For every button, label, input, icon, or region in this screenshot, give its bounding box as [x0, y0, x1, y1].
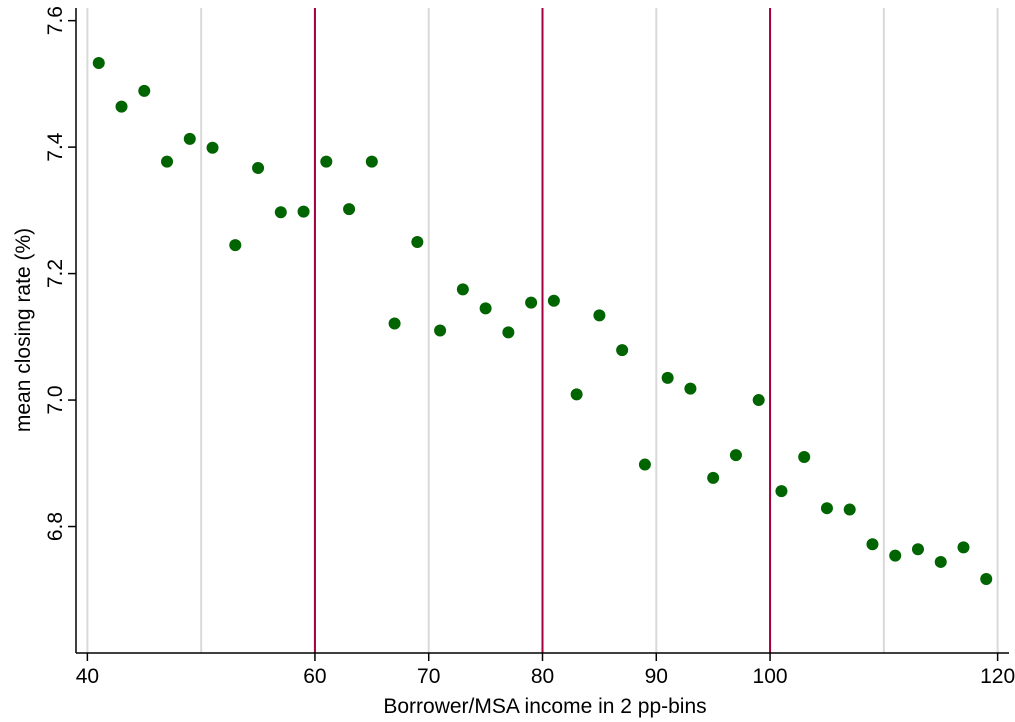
data-point [229, 239, 242, 252]
data-point [138, 84, 151, 97]
x-tick-label: 40 [76, 665, 99, 688]
data-point [934, 555, 947, 568]
data-point [479, 302, 492, 315]
y-tick-label: 7.4 [44, 132, 67, 162]
data-point [365, 155, 378, 168]
data-point [843, 503, 856, 516]
data-point [525, 296, 538, 309]
y-tick-label: 6.8 [44, 512, 67, 541]
data-point [388, 317, 401, 330]
x-axis-title: Borrower/MSA income in 2 pp-bins [383, 695, 706, 718]
data-points [92, 57, 993, 586]
data-point [729, 449, 742, 462]
x-tick-label: 60 [303, 665, 326, 688]
data-point [343, 203, 356, 216]
data-point [707, 471, 720, 484]
data-point [661, 371, 674, 384]
data-point [911, 543, 924, 556]
data-point [206, 141, 219, 154]
data-point [570, 388, 583, 401]
data-point [752, 394, 765, 407]
y-tick-label: 7.0 [44, 385, 67, 414]
data-point [547, 294, 560, 307]
y-axis-ticks: 6.8 7.0 7.2 7.4 7.6 [44, 6, 76, 541]
reference-lines [313, 8, 772, 653]
data-point [616, 344, 629, 357]
data-point [161, 155, 174, 168]
data-point [434, 324, 447, 337]
data-point [502, 326, 515, 339]
x-tick-label: 70 [417, 665, 440, 688]
y-tick-label: 7.6 [44, 6, 67, 35]
data-point [183, 132, 196, 145]
data-point [297, 205, 310, 218]
data-point [820, 502, 833, 515]
data-point [684, 382, 697, 395]
data-point [274, 206, 287, 219]
data-point [92, 57, 105, 70]
data-point [798, 450, 811, 463]
data-point [638, 458, 651, 471]
y-tick-label: 7.2 [44, 259, 67, 288]
data-point [252, 161, 265, 174]
data-point [957, 541, 970, 554]
x-tick-label: 120 [980, 665, 1015, 688]
data-point [115, 100, 128, 113]
data-point [593, 309, 606, 322]
data-point [980, 573, 993, 586]
data-point [889, 549, 902, 562]
x-tick-label: 90 [645, 665, 668, 688]
data-point [456, 283, 469, 296]
x-tick-label: 100 [753, 665, 788, 688]
data-point [775, 485, 788, 498]
data-point [320, 155, 333, 168]
x-axis-ticks: 40 60 70 80 90 100 120 [76, 653, 1015, 688]
data-point [866, 538, 879, 551]
data-point [411, 235, 424, 248]
y-axis-title: mean closing rate (%) [12, 228, 35, 432]
x-tick-label: 80 [531, 665, 554, 688]
